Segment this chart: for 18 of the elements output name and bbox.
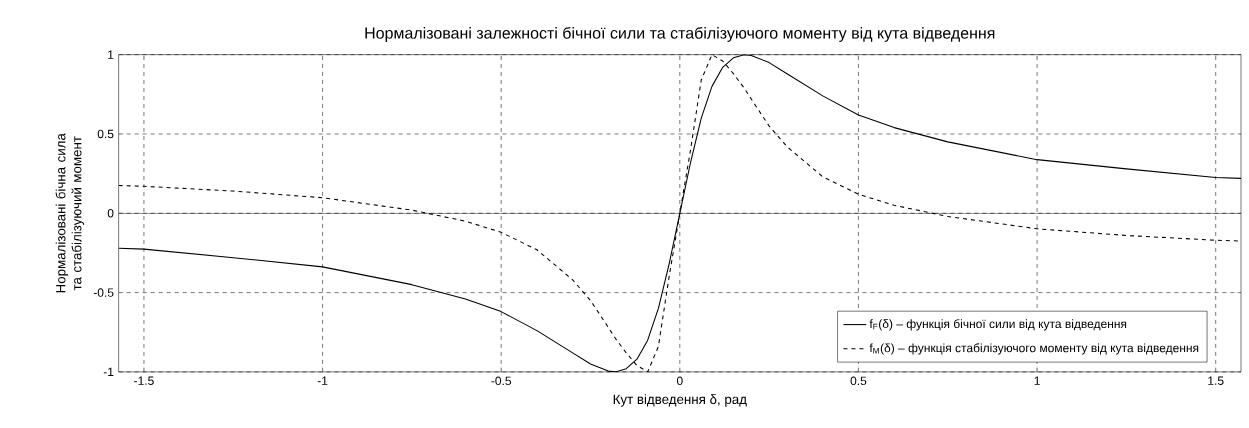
legend-label: f$_{M}$(δ) – функція стабілізуючого моменту від кута відведення: [869, 343, 1199, 355]
y-tick-label: -1: [103, 367, 114, 377]
legend-label: f$_{F}$(δ) – функція бічної сили від кута відведення: [869, 319, 1127, 331]
x-tick-label: 0.5: [850, 376, 867, 386]
x-tick-label: -1.5: [134, 376, 154, 386]
chart-title: Нормалізовані залежності бічної сили та стабілізуючого моменту від кута відведення: [365, 26, 995, 43]
x-tick-label: 0: [676, 376, 683, 386]
line-series: [118, 54, 1241, 372]
x-tick-label: 1.5: [1208, 376, 1224, 386]
y-tick-label: -0.5: [93, 288, 114, 297]
y-tick-label: 1: [108, 50, 114, 59]
x-tick-label: -0.5: [491, 376, 512, 386]
x-axis-title: Кут відведення δ, рад: [613, 394, 747, 407]
y-tick-label: 0.5: [97, 129, 114, 139]
y-axis-title: Нормалізовані бічна сила та стабілізуючий момент: [55, 133, 85, 293]
x-tick-label: 1: [1034, 376, 1040, 385]
y-tick-label: 0: [107, 209, 114, 218]
x-tick-label: -1: [317, 376, 328, 385]
